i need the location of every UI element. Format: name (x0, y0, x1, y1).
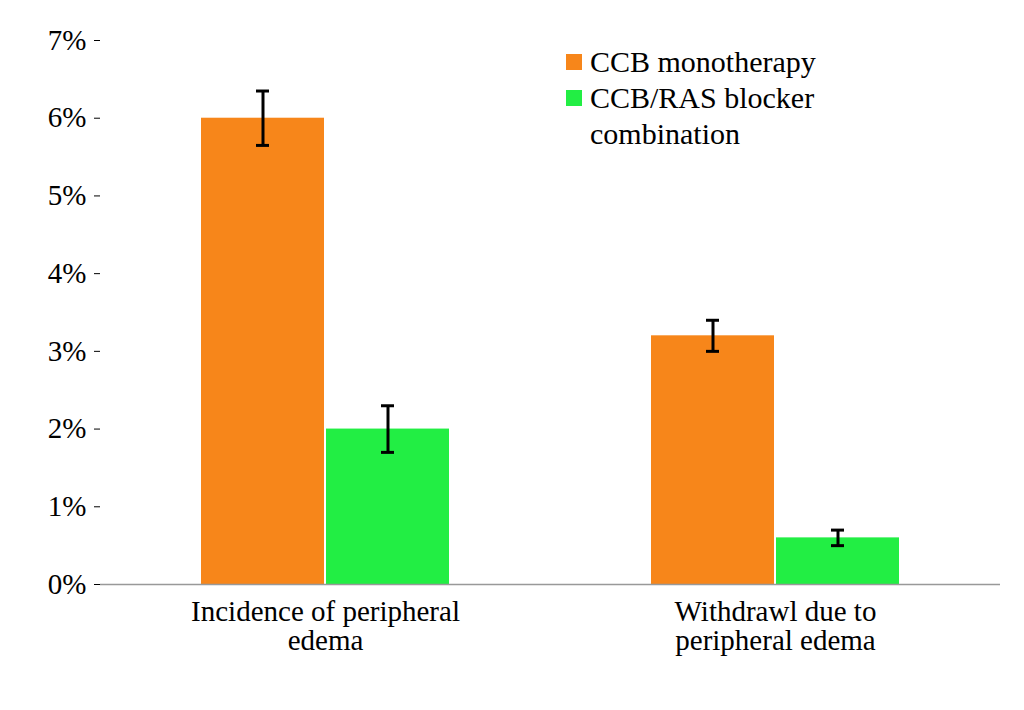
svg-text:1%: 1% (48, 490, 87, 522)
svg-text:3%: 3% (48, 335, 87, 367)
html-text:CCB monotherapy: CCB monotherapy (590, 45, 816, 78)
svg-text:7%: 7% (48, 24, 87, 56)
svg-text:6%: 6% (48, 101, 87, 133)
svg-text:2%: 2% (48, 412, 87, 444)
svg-text:4%: 4% (48, 257, 87, 289)
html-text:CCB/RAS blocker combination: CCB/RAS blocker combination (590, 81, 815, 150)
svg-text:Incidence of peripheraledema: Incidence of peripheraledema (191, 595, 460, 656)
svg-text:Withdrawl due toperipheral ede: Withdrawl due toperipheral edema (675, 595, 877, 656)
svg-text:5%: 5% (48, 179, 87, 211)
svg-text:0%: 0% (48, 568, 87, 600)
